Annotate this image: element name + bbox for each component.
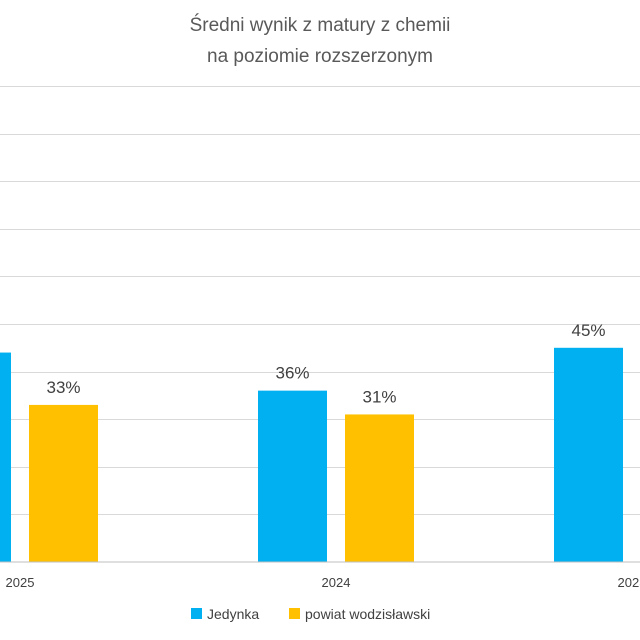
bar-jedynka-2024 bbox=[258, 390, 327, 562]
legend: Jedynka powiat wodzisławski bbox=[191, 606, 430, 622]
bar-powiat-wodzis-awski-2025 bbox=[29, 404, 98, 562]
legend-swatch-powiat-wodzislawski bbox=[289, 608, 300, 619]
x-tick-label-2023: 2023 bbox=[618, 575, 640, 590]
chart-title-line-1: Średni wynik z matury z chemii bbox=[190, 14, 451, 36]
bars: 44%33%36%31%45%30% bbox=[0, 321, 623, 562]
chart-title: Średni wynik z matury z chemii na poziom… bbox=[190, 14, 451, 67]
x-axis-tick-labels: 2025 2024 2023 bbox=[6, 575, 640, 590]
chart-title-line-2: na poziomie rozszerzonym bbox=[207, 46, 433, 67]
x-tick-label-2025: 2025 bbox=[6, 575, 35, 590]
data-label-powiat-wodzis-awski-2025: 33% bbox=[46, 378, 80, 397]
bar-jedynka-2023 bbox=[554, 347, 623, 562]
gridlines bbox=[0, 86, 640, 515]
data-label-jedynka-2024: 36% bbox=[275, 364, 309, 383]
bar-jedynka-2025 bbox=[0, 352, 11, 562]
data-label-powiat-wodzis-awski-2024: 31% bbox=[362, 387, 396, 406]
data-label-jedynka-2023: 45% bbox=[571, 321, 605, 340]
legend-label-jedynka: Jedynka bbox=[207, 606, 259, 622]
legend-swatch-jedynka bbox=[191, 608, 202, 619]
legend-label-powiat-wodzislawski: powiat wodzisławski bbox=[305, 606, 430, 622]
x-tick-label-2024: 2024 bbox=[322, 575, 351, 590]
bar-powiat-wodzis-awski-2024 bbox=[345, 414, 414, 562]
